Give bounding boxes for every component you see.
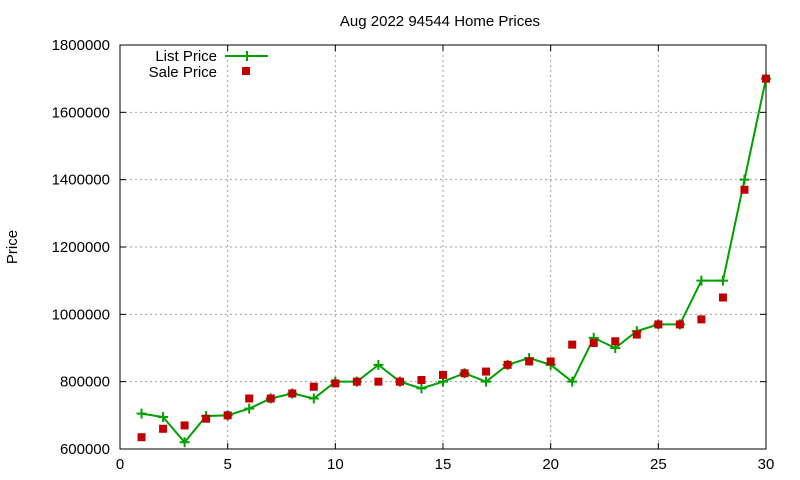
sale-price-point <box>245 394 254 403</box>
list-price-point <box>481 376 492 387</box>
legend-marker-sale-price <box>242 67 250 75</box>
list-price-point <box>244 403 255 414</box>
sale-price-point <box>288 389 297 398</box>
list-price-point <box>308 393 319 404</box>
sale-price-point <box>395 377 404 386</box>
list-price-point <box>567 376 578 387</box>
x-tick-label: 15 <box>435 456 452 473</box>
list-price-point <box>717 275 728 286</box>
y-axis-label: Price <box>4 230 21 264</box>
list-price-point <box>179 437 190 448</box>
x-tick-label: 10 <box>327 456 344 473</box>
y-tick-label: 600000 <box>60 441 110 458</box>
legend-label-list-price: List Price <box>155 48 217 65</box>
y-tick-label: 1600000 <box>52 104 110 121</box>
sale-price-point <box>762 74 770 83</box>
legend-label-sale-price: Sale Price <box>149 64 217 81</box>
x-tick-label: 25 <box>650 456 667 473</box>
list-price-point <box>739 174 750 185</box>
legend-marker-list-price <box>242 51 252 61</box>
sale-price-point <box>417 375 426 384</box>
sale-price-point <box>352 377 361 386</box>
x-tick-label: 0 <box>116 456 124 473</box>
y-tick-label: 1000000 <box>52 306 110 323</box>
sale-price-point <box>654 320 663 329</box>
sale-price-point <box>546 357 555 366</box>
x-tick-label: 5 <box>223 456 231 473</box>
x-axis-ticks: 0 5 10 15 20 25 30 <box>116 45 775 473</box>
sale-price-point <box>740 185 749 194</box>
list-price-point <box>416 383 427 394</box>
sale-price-point <box>482 367 491 376</box>
x-tick-label: 30 <box>758 456 775 473</box>
x-tick-label: 20 <box>542 456 559 473</box>
sale-price-point <box>675 320 684 329</box>
sale-price-point <box>503 360 512 369</box>
sale-price-point <box>611 337 620 346</box>
legend: List Price Sale Price <box>149 48 268 81</box>
sale-price-point <box>180 421 189 430</box>
sale-price-point <box>159 424 168 433</box>
sale-price-point <box>439 370 447 379</box>
list-price-point <box>158 412 169 423</box>
sale-price-point <box>202 414 211 423</box>
list-price-point <box>373 359 384 370</box>
sale-price-point <box>223 411 232 420</box>
y-axis-ticks: 600000 800000 1000000 1200000 1400000 1600000… <box>52 37 766 458</box>
sale-price-point <box>697 315 706 324</box>
list-price-point <box>696 275 707 286</box>
y-tick-label: 1400000 <box>52 172 110 189</box>
sale-price-point <box>632 330 641 339</box>
sale-price-point <box>374 377 383 386</box>
sale-price-point <box>309 382 318 391</box>
sale-price-point <box>137 433 146 442</box>
chart-title: Aug 2022 94544 Home Prices <box>340 13 540 30</box>
sale-price-point <box>718 293 727 302</box>
sale-price-point <box>589 338 598 347</box>
list-price-point <box>136 408 147 419</box>
y-tick-label: 1800000 <box>52 37 110 54</box>
sale-price-point <box>266 394 275 403</box>
sale-price-point <box>525 357 534 366</box>
sale-price-point <box>568 340 577 349</box>
series-sale-price <box>137 74 770 442</box>
y-tick-label: 800000 <box>60 374 110 391</box>
sale-price-point <box>331 379 340 388</box>
y-tick-label: 1200000 <box>52 239 110 256</box>
sale-price-point <box>460 369 469 378</box>
